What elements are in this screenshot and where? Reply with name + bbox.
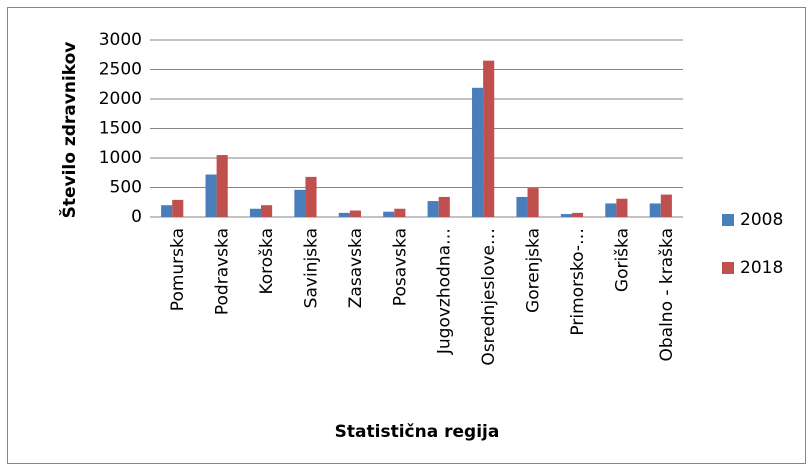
x-tick-label: Posavska	[390, 228, 410, 306]
bar	[305, 176, 317, 217]
x-tick-label: Zasavska	[346, 228, 366, 308]
legend-label: 2018	[740, 258, 783, 278]
bar	[161, 205, 173, 217]
y-tick-label: 2500	[99, 60, 142, 80]
y-tick-label: 1500	[99, 119, 142, 139]
bar	[383, 211, 395, 217]
y-tick-label: 1000	[99, 148, 142, 168]
x-tick-label: Koroška	[257, 228, 277, 295]
bar	[172, 199, 184, 217]
y-axis-title: Število zdravnikov	[58, 42, 80, 219]
legend-swatch	[722, 214, 734, 226]
legend-swatch	[722, 262, 734, 274]
bar	[616, 198, 628, 217]
bar	[649, 203, 661, 217]
bar	[249, 208, 262, 217]
bar	[205, 174, 217, 217]
y-tick-label: 500	[110, 178, 142, 198]
bar	[560, 214, 572, 217]
bar	[261, 205, 273, 217]
x-tick-label: Gorenjska	[524, 228, 544, 313]
legend-label: 2008	[740, 210, 783, 230]
y-tick-label: 3000	[99, 30, 142, 50]
x-tick-label: Savinjska	[301, 228, 321, 308]
x-axis-title: Statistična regija	[335, 422, 500, 442]
x-tick-label: Pomurska	[168, 228, 188, 311]
chart-border	[7, 7, 806, 464]
bar	[516, 196, 528, 217]
x-tick-label: Osrednjeslove…	[479, 228, 499, 366]
x-tick-label: Podravska	[213, 228, 233, 315]
bar	[216, 155, 228, 217]
bar	[338, 212, 350, 217]
bar	[571, 212, 584, 217]
y-tick-label: 0	[131, 207, 142, 227]
bar	[294, 189, 306, 217]
bar	[438, 196, 450, 217]
bar	[349, 210, 361, 217]
x-tick-label: Primorsko-…	[568, 228, 588, 336]
bar	[605, 203, 617, 217]
x-tick-label: Obalno - kraška	[657, 228, 677, 362]
bar	[660, 194, 672, 217]
bar	[527, 188, 539, 217]
bar	[394, 208, 406, 217]
x-tick-label: Goriška	[612, 228, 632, 292]
x-tick-label: Jugovzhodna…	[435, 228, 455, 355]
bar	[427, 201, 439, 217]
bar	[483, 60, 495, 218]
y-tick-label: 2000	[99, 89, 142, 109]
bar	[472, 87, 484, 217]
